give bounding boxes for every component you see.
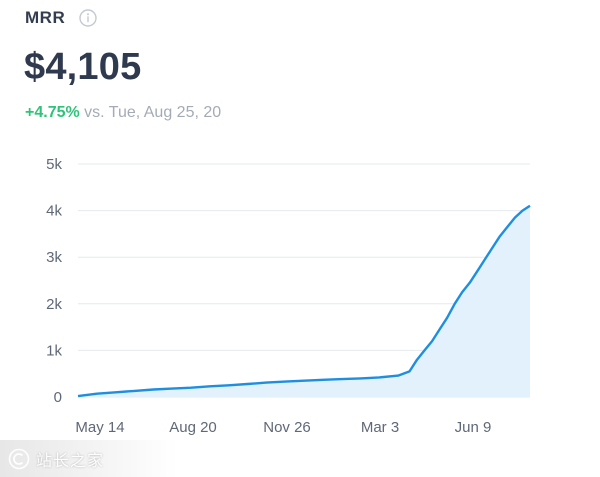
change-reference: vs. Tue, Aug 25, 20: [84, 104, 222, 121]
watermark: 站长之家: [0, 440, 178, 477]
y-tick-label: 2k: [46, 296, 62, 313]
info-icon[interactable]: [79, 9, 97, 27]
y-axis-ticks: 0 1k 2k 3k 4k 5k: [46, 156, 62, 406]
watermark-text: 站长之家: [36, 452, 105, 470]
mrr-line: [77, 204, 531, 398]
x-axis-ticks: May 14 Aug 20 Nov 26 Mar 3 Jun 9: [75, 419, 491, 436]
x-tick-label: Nov 26: [263, 419, 311, 436]
metric-title: MRR: [25, 8, 66, 27]
x-tick-label: Mar 3: [361, 419, 399, 436]
y-tick-label: 0: [54, 389, 62, 406]
metric-header: MRR: [25, 8, 97, 28]
y-tick-label: 1k: [46, 342, 62, 359]
x-tick-label: May 14: [75, 419, 124, 436]
y-tick-label: 3k: [46, 249, 62, 266]
x-tick-label: Aug 20: [169, 419, 217, 436]
mrr-area-chart: 0 1k 2k 3k 4k 5k May 14 Aug 20 Nov 26 Mar 3 Jun 9: [46, 156, 531, 436]
mrr-area-fill: [78, 205, 530, 397]
change-percent: +4.75%: [25, 104, 80, 121]
y-tick-label: 5k: [46, 156, 62, 173]
watermark-logo-icon: [8, 448, 30, 469]
x-tick-label: Jun 9: [455, 419, 492, 436]
y-tick-label: 4k: [46, 203, 62, 220]
comparison-line: +4.75% vs. Tue, Aug 25, 20: [25, 104, 221, 122]
metric-value: $4,105: [24, 46, 142, 88]
